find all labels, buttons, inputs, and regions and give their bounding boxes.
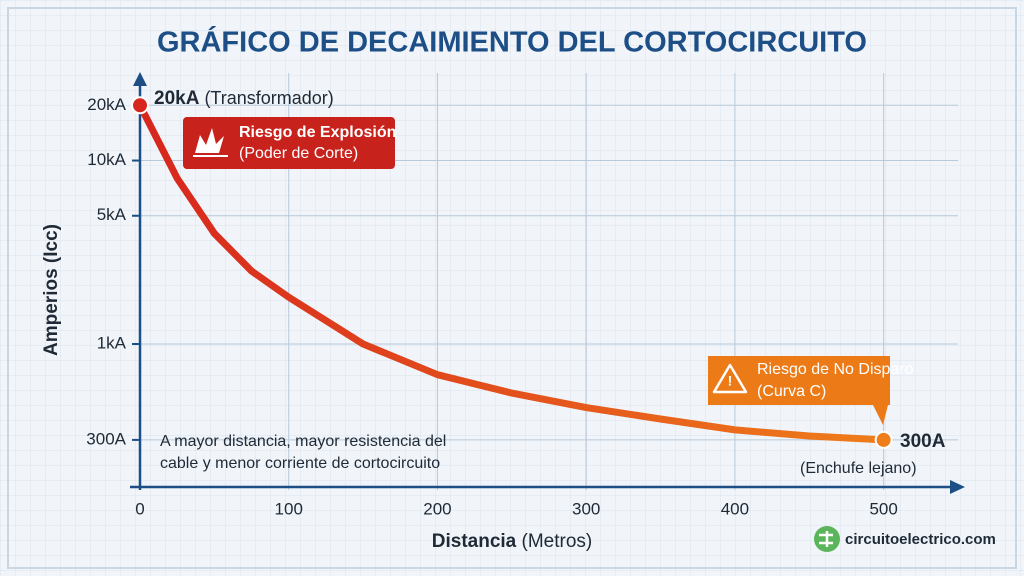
- end-point: [874, 430, 893, 449]
- source: circuitoelectrico.com: [814, 526, 996, 552]
- x-tick-label: 500: [869, 499, 897, 518]
- y-tick-label: 1kA: [97, 333, 127, 352]
- x-tick-label: 400: [721, 499, 749, 518]
- warning-icon-mark: !: [728, 373, 733, 389]
- y-tick-label: 10kA: [87, 150, 126, 169]
- x-tick-label: 100: [275, 499, 303, 518]
- y-tick-label: 5kA: [97, 205, 127, 224]
- warning-note: (Curva C): [757, 383, 826, 400]
- source-logo-mark: [819, 531, 833, 547]
- grid: 20kA 10kA 5kA 1kA 300A 0 100 200 300 400 500: [86, 73, 958, 518]
- danger-note: (Poder de Corte): [239, 145, 358, 162]
- y-axis-label: Amperios (Icc): [41, 224, 62, 356]
- x-tick-label: 200: [423, 499, 451, 518]
- frame: [7, 7, 1017, 569]
- y-tick-label: 300A: [86, 429, 126, 448]
- danger-badge: Riesgo de Explosión (Poder de Corte): [183, 117, 396, 169]
- end-note: (Enchufe lejano): [800, 460, 917, 477]
- x-tick-label: 0: [135, 499, 144, 518]
- start-note: (Transformador): [204, 88, 333, 108]
- start-point: [131, 96, 149, 115]
- axes: [130, 72, 965, 494]
- x-axis-label-bold: Distancia: [432, 531, 517, 552]
- warning-title: Riesgo de No Disparo: [757, 361, 914, 378]
- plot: [131, 96, 893, 449]
- x-tick-label: 300: [572, 499, 600, 518]
- explanation-line: A mayor distancia, mayor resistencia del: [160, 433, 446, 450]
- explanation-line: cable y menor corriente de cortocircuito: [160, 455, 440, 472]
- warning-icon: [712, 363, 748, 394]
- warning-badge: ! Riesgo de No Disparo (Curva C): [708, 356, 914, 425]
- x-axis-label: Distancia (Metros): [432, 531, 593, 552]
- y-tick-label: 20kA: [87, 95, 126, 114]
- chart-title: GRÁFICO DE DECAIMIENTO DEL CORTOCIRCUITO: [157, 25, 867, 59]
- x-axis-label-rest: (Metros): [522, 531, 593, 552]
- source-text: circuitoelectrico.com: [845, 531, 996, 548]
- danger-title: Riesgo de Explosión: [239, 124, 396, 141]
- x-axis-arrow: [950, 480, 965, 494]
- end-value: 300A: [900, 431, 946, 452]
- danger-box: [183, 117, 395, 169]
- explosion-icon: [195, 128, 224, 153]
- start-value: 20kA: [154, 88, 200, 109]
- warning-box: [708, 356, 890, 425]
- data-line: [136, 101, 888, 444]
- start-label: 20kA (Transformador): [154, 88, 334, 109]
- y-axis-arrow: [133, 72, 147, 86]
